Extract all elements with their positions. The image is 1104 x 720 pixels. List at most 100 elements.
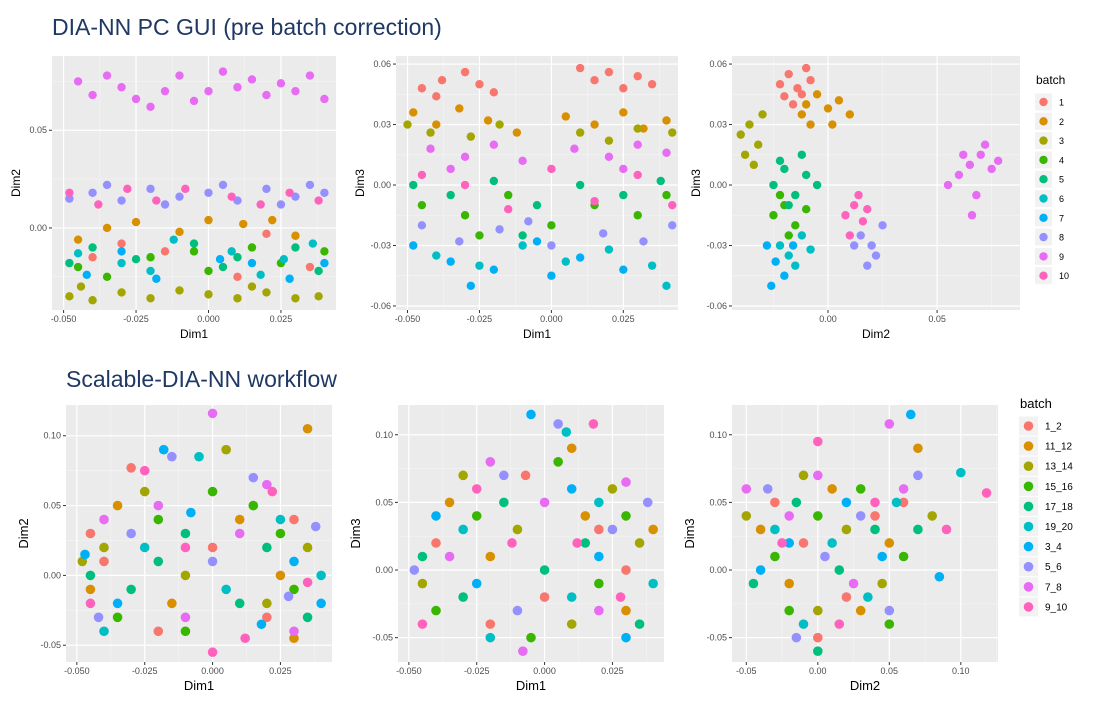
data-point <box>590 120 599 129</box>
legend-key-6 <box>1039 194 1048 203</box>
data-point <box>561 257 570 266</box>
y-tick-label: 0.05 <box>375 497 393 507</box>
data-point <box>806 245 815 254</box>
data-point <box>239 219 248 229</box>
data-point <box>755 524 766 535</box>
data-point <box>158 444 169 455</box>
data-point <box>801 100 811 109</box>
data-point <box>460 152 470 161</box>
data-point <box>289 584 299 595</box>
x-axis-label: Dim1 <box>184 678 214 693</box>
data-point <box>85 584 96 595</box>
data-point <box>813 646 823 656</box>
data-point <box>466 281 476 291</box>
x-tick-label: 0.025 <box>269 666 292 676</box>
data-point <box>499 497 509 508</box>
data-point <box>788 241 798 250</box>
data-point <box>927 511 938 521</box>
data-point <box>604 152 614 161</box>
data-point <box>320 258 329 268</box>
data-point <box>812 180 822 190</box>
data-point <box>755 565 766 575</box>
data-point <box>854 190 863 200</box>
data-point <box>823 104 833 113</box>
data-point <box>634 538 645 548</box>
data-point <box>314 266 323 276</box>
legend-label: 11_12 <box>1045 442 1073 453</box>
data-point <box>806 120 815 129</box>
data-point <box>247 243 257 252</box>
data-point <box>65 188 74 197</box>
data-point <box>791 497 802 508</box>
data-point <box>834 96 844 105</box>
data-point <box>82 270 91 280</box>
data-point <box>570 144 579 153</box>
data-point <box>160 247 170 256</box>
data-point <box>160 86 170 96</box>
x-tick-label: 0.00 <box>819 314 837 324</box>
data-point <box>431 538 441 548</box>
data-point <box>248 500 259 511</box>
data-point <box>189 247 199 256</box>
data-point <box>905 409 916 420</box>
y-tick-label: 0.00 <box>43 570 61 580</box>
data-point <box>621 565 631 575</box>
data-point <box>409 241 418 250</box>
legend-label: 4 <box>1059 155 1064 165</box>
y-tick-label: 0.03 <box>373 120 391 130</box>
data-point <box>431 605 441 616</box>
data-point <box>798 470 809 481</box>
data-point <box>152 196 161 205</box>
panel-background <box>732 405 998 662</box>
data-point <box>575 180 585 190</box>
data-point <box>518 156 527 166</box>
data-point <box>262 612 272 623</box>
data-point <box>207 542 218 553</box>
data-point <box>417 200 427 210</box>
data-point <box>305 71 315 80</box>
data-point <box>621 632 631 643</box>
data-point <box>233 253 242 262</box>
data-point <box>112 500 123 511</box>
data-point <box>798 619 809 629</box>
data-point <box>753 140 763 149</box>
data-point <box>146 266 155 276</box>
data-point <box>495 120 504 129</box>
data-point <box>668 221 677 230</box>
x-tick-label: 0.000 <box>197 314 220 324</box>
legend-key-8 <box>1039 232 1048 242</box>
data-point <box>849 241 859 250</box>
data-point <box>539 592 550 602</box>
data-point <box>639 124 648 133</box>
legend-label: 8 <box>1059 233 1064 243</box>
data-point <box>426 144 435 153</box>
data-point <box>972 190 981 200</box>
legend-label: 15_16 <box>1045 482 1073 493</box>
data-points <box>736 63 1003 291</box>
data-point <box>117 247 126 256</box>
data-point <box>784 578 795 589</box>
data-point <box>668 200 677 210</box>
data-point <box>662 190 671 200</box>
data-point <box>495 225 504 234</box>
data-point <box>76 282 86 291</box>
data-point <box>526 632 536 643</box>
data-point <box>741 511 752 521</box>
y-tick-label: 0.00 <box>375 565 393 575</box>
data-point <box>65 194 74 203</box>
x-tick-label: 0.000 <box>540 314 563 324</box>
data-point <box>784 69 793 79</box>
data-point <box>507 538 517 548</box>
legend-label: 19_20 <box>1045 522 1073 533</box>
data-point <box>308 239 318 248</box>
data-point <box>594 551 604 562</box>
data-point <box>289 626 299 637</box>
data-point <box>797 231 807 240</box>
y-tick-label: -0.06 <box>706 301 727 311</box>
data-point <box>475 261 484 270</box>
data-point <box>417 578 428 589</box>
data-point <box>291 294 300 303</box>
data-point <box>668 128 677 137</box>
data-point <box>848 578 859 589</box>
